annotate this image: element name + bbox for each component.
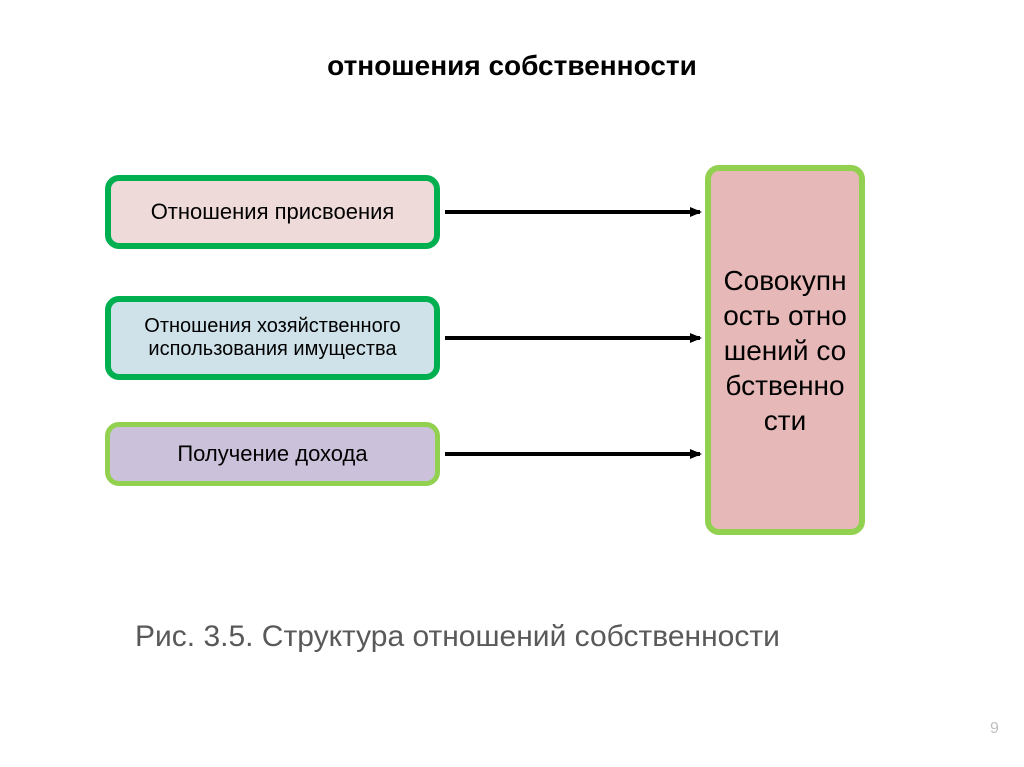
box-appropriation-label: Отношения присвоения	[151, 199, 395, 225]
box-economic-use-label: Отношения хозяйственного использования и…	[121, 315, 424, 361]
slide-title: отношения собственности	[0, 50, 1024, 82]
page-number: 9	[990, 720, 999, 738]
box-income: Получение дохода	[105, 422, 440, 486]
box-aggregate: Совокупность отношений собственности	[705, 165, 865, 535]
box-economic-use: Отношения хозяйственного использования и…	[105, 296, 440, 380]
figure-caption: Рис. 3.5. Структура отношений собственно…	[135, 620, 780, 654]
box-aggregate-label: Совокупность отношений собственности	[721, 263, 849, 438]
box-income-label: Получение дохода	[177, 441, 367, 467]
box-appropriation: Отношения присвоения	[105, 175, 440, 249]
